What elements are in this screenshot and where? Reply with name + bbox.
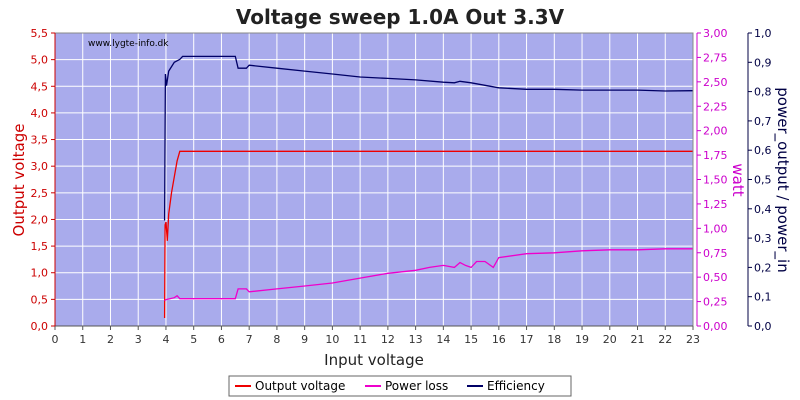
x-tick-label: 11 — [353, 333, 367, 346]
right-eff-tick-label: 0,7 — [754, 115, 772, 128]
x-tick-label: 2 — [107, 333, 114, 346]
x-tick-label: 1 — [79, 333, 86, 346]
right-eff-tick-label: 0,9 — [754, 56, 772, 69]
left-tick-label: 4,5 — [31, 80, 49, 93]
left-tick-label: 5,5 — [31, 27, 49, 40]
left-tick-label: 4,0 — [31, 107, 49, 120]
legend-label-output-voltage: Output voltage — [255, 379, 345, 393]
legend-box — [228, 375, 572, 397]
left-axis: 0,0 0,5 1,0 1,5 2,0 2,5 3,0 3,5 4,0 4,5 5,0 5,5 — [31, 27, 56, 333]
right-watt-tick-label: 1,50 — [703, 174, 728, 187]
legend: Output voltage Power loss Efficiency — [228, 375, 572, 397]
left-tick-label: 2,0 — [31, 213, 49, 226]
legend-label-power-loss: Power loss — [385, 379, 448, 393]
x-tick-label: 14 — [436, 333, 450, 346]
x-axis-title: Input voltage — [324, 351, 424, 369]
x-tick-label: 0 — [52, 333, 59, 346]
right-eff-tick-label: 0,0 — [754, 320, 772, 333]
right-eff-tick-label: 0,3 — [754, 232, 772, 245]
x-tick-label: 12 — [381, 333, 395, 346]
x-tick-label: 15 — [464, 333, 478, 346]
right-eff-tick-label: 0,2 — [754, 261, 772, 274]
left-tick-label: 0,0 — [31, 320, 49, 333]
right-watt-tick-label: 3,00 — [703, 27, 728, 40]
left-tick-label: 1,0 — [31, 267, 49, 280]
series-line-efficiency — [163, 55, 694, 221]
chart-title: Voltage sweep 1.0A Out 3.3V — [236, 5, 565, 29]
x-tick-label: 3 — [135, 333, 142, 346]
left-tick-label: 0,5 — [31, 293, 49, 306]
right-watt-tick-label: 2,25 — [703, 100, 728, 113]
x-tick-label: 21 — [631, 333, 645, 346]
right-axis-efficiency: 0,0 0,1 0,2 0,3 0,4 0,5 0,6 0,7 0,8 0,9 1,0 — [747, 27, 772, 333]
left-tick-label: 1,5 — [31, 240, 49, 253]
right-watt-tick-label: 1,25 — [703, 198, 728, 211]
right-watt-tick-label: 2,75 — [703, 51, 728, 64]
watermark: www.lygte-info.dk — [88, 39, 169, 49]
plot-area — [55, 33, 693, 326]
x-tick-label: 17 — [520, 333, 534, 346]
x-tick-label: 8 — [273, 333, 280, 346]
right-watt-tick-label: 0,25 — [703, 296, 728, 309]
series-layer — [163, 55, 694, 319]
left-tick-label: 3,5 — [31, 134, 49, 147]
x-tick-label: 19 — [575, 333, 589, 346]
right-watt-tick-label: 2,50 — [703, 76, 728, 89]
left-tick-label: 2,5 — [31, 187, 49, 200]
right-eff-tick-label: 0,4 — [754, 203, 772, 216]
right-axis-watt: 0,00 0,25 0,50 0,75 1,00 1,25 1,50 1,75 2,00 2,25… — [696, 27, 728, 333]
right-watt-tick-label: 0,50 — [703, 271, 728, 284]
right-watt-tick-label: 1,75 — [703, 149, 728, 162]
right-eff-tick-label: 0,6 — [754, 144, 772, 157]
right-axis-watt-title: watt — [729, 163, 747, 196]
x-tick-label: 6 — [218, 333, 225, 346]
right-watt-tick-label: 0,00 — [703, 320, 728, 333]
right-axis-efficiency-title: power_output / power_in — [773, 87, 792, 272]
left-tick-label: 5,0 — [31, 54, 49, 67]
x-tick-label: 20 — [603, 333, 617, 346]
x-tick-label: 10 — [325, 333, 339, 346]
x-tick-label: 4 — [162, 333, 169, 346]
right-eff-tick-label: 0,1 — [754, 291, 772, 304]
left-axis-title: Output voltage — [10, 124, 28, 237]
right-eff-tick-label: 0,8 — [754, 86, 772, 99]
left-tick-label: 3,0 — [31, 160, 49, 173]
x-tick-label: 18 — [547, 333, 561, 346]
right-watt-tick-label: 1,00 — [703, 222, 728, 235]
right-eff-tick-label: 0,5 — [754, 174, 772, 187]
right-watt-tick-label: 2,00 — [703, 125, 728, 138]
series-line-output-voltage — [163, 150, 693, 319]
x-tick-label: 22 — [658, 333, 672, 346]
x-axis: 0 1 2 3 4 5 6 7 8 9 10 11 12 13 14 15 16 17 18 19 20 21 22 23 — [52, 325, 700, 346]
x-tick-label: 5 — [190, 333, 197, 346]
legend-label-efficiency: Efficiency — [487, 379, 545, 393]
x-tick-label: 13 — [409, 333, 423, 346]
x-tick-label: 7 — [246, 333, 253, 346]
right-eff-tick-label: 1,0 — [754, 27, 772, 40]
x-tick-label: 23 — [686, 333, 700, 346]
series-line-power-loss — [164, 248, 693, 302]
x-tick-label: 9 — [301, 333, 308, 346]
x-tick-label: 16 — [492, 333, 506, 346]
right-watt-tick-label: 0,75 — [703, 247, 728, 260]
